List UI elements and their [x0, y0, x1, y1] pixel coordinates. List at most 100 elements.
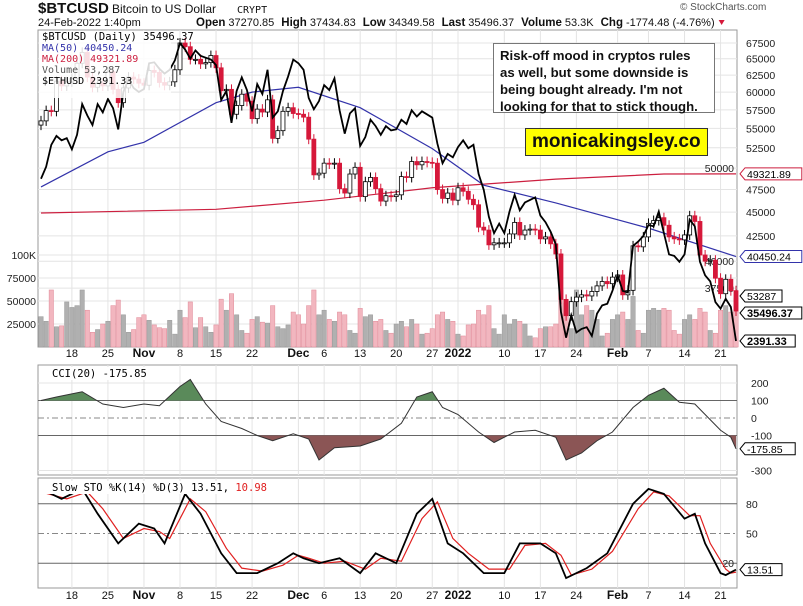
legend-ma50: MA(50) 40450.24	[42, 43, 132, 54]
volume-bar	[95, 329, 101, 348]
volume-bar	[656, 309, 662, 348]
candle	[424, 161, 430, 163]
y-tick-label: 55000	[746, 123, 775, 135]
annotation-box: Risk-off mood in cryptos rules as well, …	[493, 43, 715, 114]
sto-tick-label: 80	[746, 499, 758, 511]
candle	[527, 228, 533, 231]
volume-bar	[373, 320, 379, 348]
candle	[532, 228, 538, 231]
volume-bar	[172, 333, 178, 348]
candle	[234, 105, 240, 115]
volume-tag-box	[739, 289, 783, 303]
cci-tag: -175.85	[739, 442, 796, 456]
candle	[362, 181, 368, 198]
datetime: 24-Feb-2022 1:40pm	[38, 17, 141, 29]
quote-summary: Open 37270.85 High 37434.83 Low 34349.58…	[196, 17, 725, 29]
volume-bar	[532, 337, 538, 348]
volume-bar	[368, 314, 373, 348]
candle	[579, 294, 584, 298]
candle	[537, 229, 543, 240]
volume-bar	[146, 320, 152, 348]
volume-bar	[53, 326, 59, 348]
volume-bar	[74, 305, 80, 348]
volume-bar	[156, 327, 162, 348]
volume-bar	[311, 289, 317, 348]
volume-tag: 53287	[739, 289, 783, 303]
volume-bar	[465, 324, 471, 348]
candle	[404, 176, 409, 178]
volume-bar	[697, 308, 703, 348]
y-tick-label: 67500	[746, 38, 775, 50]
volume-bar	[285, 324, 291, 348]
candle	[193, 58, 198, 61]
candle	[574, 296, 579, 303]
volume-bar	[326, 319, 332, 348]
volume-bar	[434, 314, 440, 348]
volume-bar	[481, 314, 487, 348]
volume-bar	[522, 323, 528, 348]
volume-label: Volume	[521, 17, 562, 29]
high-value: 37434.83	[310, 17, 356, 29]
candle	[610, 276, 615, 285]
volume-bar	[640, 332, 646, 348]
candle	[48, 110, 54, 112]
ma200-tag-box	[739, 167, 803, 181]
cci-tick-label: -300	[751, 466, 772, 478]
volume-bar	[419, 333, 425, 348]
sto-tag-box	[739, 563, 783, 577]
volume-bar	[126, 332, 131, 348]
candle	[265, 99, 270, 113]
legend-sto: Slow STO %K(14) %D(3) 13.51, 10.98	[52, 482, 267, 494]
candle	[507, 233, 512, 244]
x-tick-label: Nov	[133, 588, 156, 602]
x-tick-label: 14	[678, 348, 690, 360]
last-price-tag-text: 35496.37	[747, 308, 793, 320]
x-tick-label: 13	[354, 348, 366, 360]
volume-bar	[105, 320, 111, 348]
x-tick-label: 20	[390, 590, 402, 602]
volume-bar	[342, 314, 348, 348]
volume-bar	[486, 305, 492, 348]
volume-bar	[651, 308, 657, 348]
volume-bar	[409, 319, 415, 348]
volume-bar	[661, 308, 667, 348]
candle	[594, 285, 600, 292]
volume-bar	[249, 319, 255, 348]
candle	[398, 176, 404, 196]
volume-bar	[383, 330, 389, 348]
cci-tag-text: -175.85	[747, 444, 783, 456]
volume-bar	[321, 309, 327, 348]
volume-bar	[316, 314, 322, 348]
candle	[285, 107, 291, 112]
candle	[512, 221, 518, 235]
candle	[635, 245, 641, 248]
volume-bar	[429, 328, 435, 348]
volume-bar	[455, 333, 461, 348]
volume-bar	[357, 308, 363, 348]
x-tick-label: 20	[390, 348, 402, 360]
ma200-line	[40, 173, 737, 214]
y-tick-label: 45000	[746, 207, 775, 219]
volume-bar	[609, 319, 615, 348]
candle	[368, 177, 373, 183]
volume-bar	[337, 311, 343, 348]
candle	[440, 189, 445, 199]
sto-tick-label: 20	[722, 558, 734, 570]
candle	[301, 113, 306, 118]
volume-bar	[517, 320, 523, 348]
volume-bar	[548, 326, 554, 348]
volume-bar	[198, 317, 204, 348]
candle	[275, 130, 281, 139]
volume-bar	[270, 305, 276, 348]
volume-bar	[527, 335, 533, 348]
high-label: High	[281, 17, 307, 29]
x-tick-label: 10	[498, 348, 510, 360]
y-tick-label: 60000	[746, 87, 775, 99]
volume-value: 53.3K	[565, 17, 594, 29]
candle	[465, 190, 471, 200]
cci-tick-label: 0	[751, 413, 757, 425]
y-tick-label: 52500	[746, 143, 775, 155]
candle	[702, 254, 708, 262]
